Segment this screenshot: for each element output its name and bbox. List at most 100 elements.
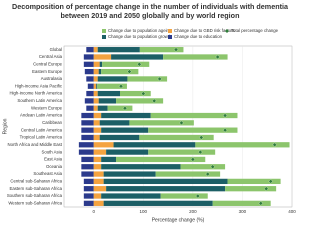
bar-segment (78, 142, 94, 148)
total-marker (264, 186, 269, 191)
bar-segment (83, 178, 94, 185)
bar-segment (81, 120, 94, 126)
bar-segment (99, 134, 140, 141)
total-marker (210, 164, 215, 169)
total-marker (268, 179, 273, 184)
bar-segment (97, 47, 140, 53)
bar-segment (81, 112, 94, 119)
bar-segment (99, 120, 130, 126)
total-marker (195, 193, 201, 199)
legend-swatch (168, 29, 172, 33)
bar-segment (97, 105, 108, 111)
y-tick-label: Central Europe (33, 61, 63, 66)
total-marker (157, 76, 162, 82)
total-marker (151, 98, 157, 104)
bar-segment (160, 193, 208, 199)
bar-segment (81, 171, 94, 177)
total-marker (272, 142, 277, 148)
bar-segment (101, 164, 181, 170)
bar-segment (83, 54, 94, 60)
y-tick-label: Oceania (46, 164, 63, 169)
bar-segment (148, 149, 216, 155)
bar-segment (101, 193, 161, 199)
bar-segment (93, 98, 99, 104)
y-tick-label: Central Asia (39, 54, 63, 59)
bar-segment (83, 200, 94, 206)
y-tick-label: Caribbean (42, 120, 62, 125)
x-tick-label: 400 (288, 209, 296, 214)
bar-segment (98, 98, 117, 104)
legend-swatch (102, 35, 106, 39)
y-tick-label: Western Europe (31, 105, 63, 110)
chart-title: Decomposition of percentage change in th… (12, 2, 289, 20)
y-tick-label: Eastern Europe (32, 69, 62, 74)
bar-segment (84, 98, 94, 104)
total-marker (179, 120, 184, 126)
bar-segment (93, 178, 104, 185)
bar-segment (101, 156, 117, 163)
bar-segment (93, 112, 102, 119)
legend-swatch (168, 35, 172, 39)
bar-segment (98, 68, 102, 75)
bar-segment (93, 83, 97, 89)
x-tick-label: 300 (239, 209, 247, 214)
bar-segment (180, 164, 226, 170)
bar-segment (93, 134, 100, 141)
bar-segment (86, 105, 94, 111)
bar-segment (81, 164, 94, 170)
bar-segment (102, 61, 150, 67)
bar-segment (93, 54, 112, 60)
y-tick-label: Eastern sub-Saharan Africa (9, 186, 62, 191)
y-tick-label: Southern Latin America (17, 98, 62, 103)
total-marker (127, 69, 132, 74)
y-tick-label: Western sub-Saharan Africa (8, 200, 62, 205)
bar-segment (86, 47, 94, 53)
legend-marker (225, 29, 229, 33)
y-tick-label: Southeast Asia (33, 171, 62, 176)
bar-segment (148, 127, 238, 133)
bar-segment (163, 54, 228, 60)
bar-segment (120, 90, 151, 97)
bar-segment (83, 61, 94, 67)
bar-segment (111, 54, 164, 60)
y-tick-label: Australasia (41, 76, 63, 81)
y-tick-label: East Asia (44, 157, 63, 162)
total-marker (141, 91, 146, 96)
legend-label: Change due to population ageing (108, 28, 172, 33)
y-axis-label: Region (2, 118, 8, 134)
y-tick-label: Central Latin America (21, 127, 63, 132)
bar-segment (101, 112, 151, 119)
bar-segment (101, 68, 139, 75)
total-marker (205, 171, 210, 177)
x-tick-label: 0 (92, 209, 95, 214)
bar-segment (84, 68, 94, 75)
bar-segment (81, 156, 94, 163)
bar-segment (93, 186, 107, 192)
y-tick-label: South Asia (41, 149, 62, 154)
x-tick-label: 200 (189, 209, 197, 214)
y-tick-label: High-income North America (9, 91, 62, 96)
bar-segment (127, 76, 168, 82)
bar-segment (225, 186, 277, 192)
y-tick-label: Tropical Latin America (20, 135, 63, 140)
bar-segment (93, 47, 98, 53)
y-tick-label: Southern sub-Saharan Africa (7, 193, 63, 198)
bar-segment (83, 193, 94, 199)
bar-segment (150, 112, 238, 119)
bar-segment (93, 105, 98, 111)
bar-segment (93, 171, 104, 177)
y-tick-label: North Africa and Middle East (8, 142, 63, 147)
x-tick-label: 100 (140, 209, 148, 214)
bar-segment (227, 178, 281, 185)
bar-segment (93, 61, 100, 67)
bar-segment (116, 156, 206, 163)
legend-swatch (102, 29, 106, 33)
legend-label: Change due to population growth (108, 34, 172, 39)
bar-segment (103, 171, 156, 177)
total-marker (222, 127, 228, 133)
bar-segment (93, 76, 98, 82)
total-marker (198, 149, 203, 155)
legend-label: Total percentage change (231, 28, 279, 33)
y-tick-label: Central sub-Saharan Africa (10, 179, 62, 184)
chart: Decomposition of percentage change in th… (2, 2, 296, 223)
